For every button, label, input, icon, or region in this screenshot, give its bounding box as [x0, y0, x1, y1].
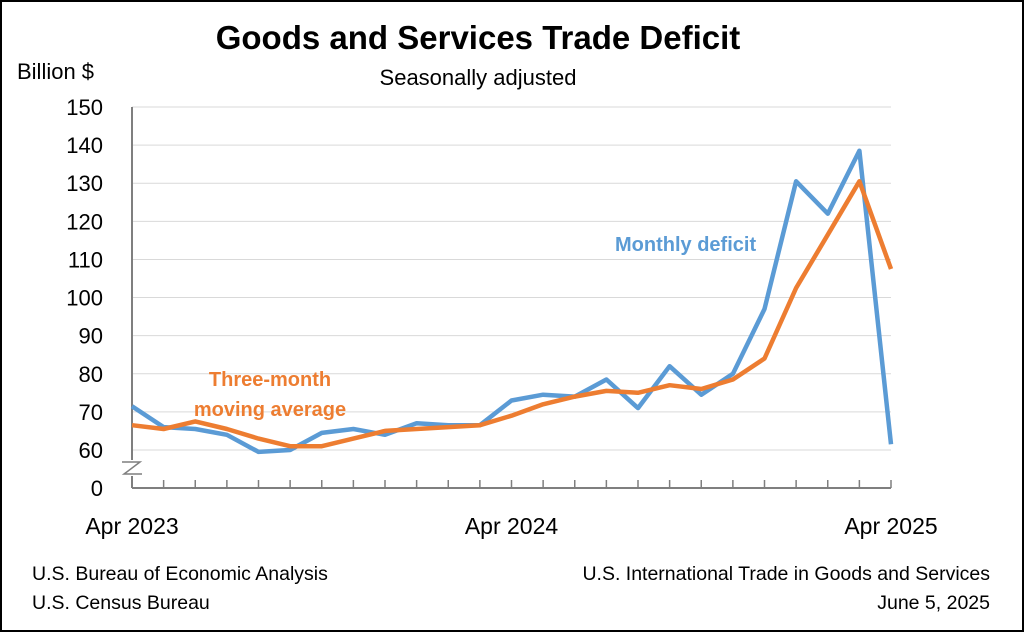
- y-tick-label: 0: [91, 476, 103, 501]
- y-tick-label: 60: [79, 438, 103, 463]
- moving-average-annotation-line2: moving average: [194, 399, 346, 421]
- chart-title: Goods and Services Trade Deficit: [216, 19, 741, 56]
- series-lines: [130, 148, 894, 455]
- axis-break-mark: [121, 461, 143, 475]
- footer-release-title: U.S. International Trade in Goods and Se…: [582, 563, 990, 585]
- x-tick-label: Apr 2025: [844, 513, 937, 539]
- axes: [121, 107, 892, 489]
- y-tick-label: 70: [79, 400, 103, 425]
- moving-average-annotation-line1: Three-month: [209, 369, 331, 391]
- y-tick-label: 150: [66, 95, 103, 120]
- x-tick-labels: Apr 2023 Apr 2024 Apr 2025: [85, 513, 937, 539]
- footer-source-1: U.S. Bureau of Economic Analysis: [32, 563, 328, 585]
- y-tick-label: 110: [68, 247, 103, 272]
- y-tick-label: 90: [79, 324, 103, 349]
- chart-subtitle: Seasonally adjusted: [380, 65, 577, 90]
- y-tick-label: 100: [66, 286, 103, 311]
- monthly-deficit-line: [130, 148, 894, 455]
- x-tick-label: Apr 2023: [85, 513, 178, 539]
- y-tick-label: 80: [79, 362, 103, 387]
- x-tick-label: Apr 2024: [465, 513, 559, 539]
- y-tick-label: 120: [66, 209, 103, 234]
- footer-release-date: June 5, 2025: [877, 592, 990, 614]
- y-tick-label: 130: [66, 171, 103, 196]
- y-tick-labels: 0 60 70 80 90 100 110 120 130 140 150: [66, 95, 103, 501]
- y-tick-label: 140: [66, 133, 103, 158]
- footer-source-2: U.S. Census Bureau: [32, 592, 210, 614]
- moving-average-line: [131, 179, 894, 449]
- y-axis-label: Billion $: [17, 59, 94, 84]
- monthly-deficit-annotation: Monthly deficit: [615, 234, 756, 256]
